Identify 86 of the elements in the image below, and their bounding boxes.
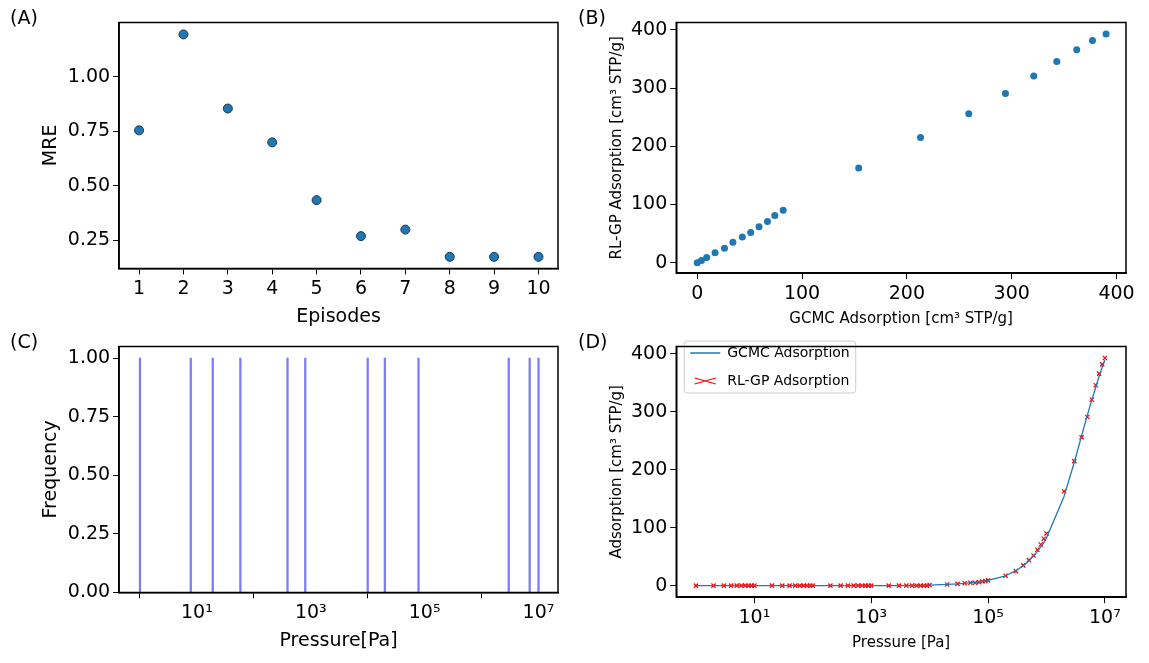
point [222, 103, 233, 114]
y-tick-label: 0 [655, 572, 668, 595]
point [738, 233, 746, 241]
x-tick-label: 10⁵ [408, 599, 441, 622]
x-axis-title: GCMC Adsorption [cm³ STP/g] [789, 308, 1013, 327]
x-tick-label: 6 [354, 275, 368, 298]
text: (D) [578, 330, 608, 353]
point [771, 212, 779, 220]
x-axis-title: Pressure[Pa] [279, 627, 398, 650]
point [311, 195, 322, 206]
text: (A) [10, 6, 38, 29]
y-tick-label: 200 [631, 133, 668, 156]
point [1001, 89, 1009, 97]
point [779, 206, 787, 214]
y-tick-label: 1.00 [67, 63, 111, 86]
point [533, 251, 544, 262]
point [1030, 72, 1038, 80]
y-tick-label: 400 [631, 16, 668, 39]
y-tick-label: 300 [631, 75, 668, 98]
y-axis-title: Frequency [38, 420, 61, 519]
legend-label: GCMC Adsorption [727, 343, 850, 360]
y-tick-label: 100 [631, 191, 668, 214]
x-tick-label: 2 [177, 275, 190, 298]
point [747, 228, 755, 236]
x-tick-label: 7 [399, 275, 412, 298]
y-tick-label: 200 [631, 456, 668, 479]
point [1053, 57, 1061, 65]
y-axis-title: MRE [38, 124, 61, 167]
point [763, 217, 771, 225]
point [965, 110, 973, 118]
point [720, 244, 728, 252]
point [729, 238, 737, 246]
y-tick-label: 0.25 [67, 520, 111, 543]
x-tick-label: 10³ [294, 599, 327, 622]
x-tick-label: 10 [526, 275, 551, 298]
point [489, 251, 500, 262]
y-tick-label: 0.50 [67, 462, 111, 485]
point [400, 224, 411, 235]
point [267, 137, 278, 148]
x-tick-label: 4 [266, 275, 279, 298]
x-tick-label: 10¹ [181, 599, 213, 622]
point [755, 223, 763, 231]
point [697, 256, 705, 264]
x-tick-label: 10³ [855, 604, 888, 627]
y-axis-title: RL-GP Adsorption [cm³ STP/g] [606, 36, 625, 260]
y-tick-label: 0.75 [67, 403, 111, 426]
point [134, 125, 145, 136]
x-tick-label: 200 [888, 280, 926, 303]
x-tick-label: 10⁷ [522, 599, 555, 622]
point [444, 251, 455, 262]
x-tick-label: 10⁷ [1088, 604, 1121, 627]
y-tick-label: 0.50 [67, 172, 111, 195]
x-tick-label: 9 [488, 275, 501, 298]
x-tick-label: 100 [783, 280, 821, 303]
x-axis-title: Episodes [296, 303, 381, 326]
y-tick-label: 1.00 [67, 345, 111, 368]
point [178, 29, 189, 40]
y-tick-label: 0.00 [67, 579, 111, 602]
x-tick-label: 10⁵ [972, 604, 1004, 627]
point [711, 249, 719, 257]
x-tick-label: 1 [133, 275, 146, 298]
point [1073, 46, 1081, 54]
text: (B) [578, 6, 606, 29]
point [917, 134, 925, 142]
y-axis-title: Adsorption [cm³ STP/g] [606, 385, 625, 559]
point [703, 253, 711, 261]
y-tick-label: 400 [631, 340, 668, 363]
y-tick-label: 100 [631, 514, 668, 537]
legend-label: RL-GP Adsorption [727, 371, 850, 388]
x-tick-label: 10¹ [738, 604, 771, 627]
text: (C) [10, 330, 39, 353]
point [355, 231, 366, 242]
x-tick-label: 400 [1098, 280, 1135, 303]
point [1088, 36, 1096, 44]
point [1102, 30, 1110, 38]
x-tick-label: 3 [221, 275, 234, 298]
y-tick-label: 300 [631, 398, 668, 421]
x-axis-title: Pressure [Pa] [852, 632, 951, 651]
y-tick-label: 0 [655, 249, 668, 272]
x-tick-label: 0 [691, 280, 704, 303]
x-tick-label: 5 [310, 275, 323, 298]
point [855, 164, 863, 172]
y-tick-label: 0.75 [67, 118, 111, 141]
y-tick-label: 0.25 [67, 227, 111, 250]
x-tick-label: 300 [993, 280, 1030, 303]
x-tick-label: 8 [443, 275, 456, 298]
